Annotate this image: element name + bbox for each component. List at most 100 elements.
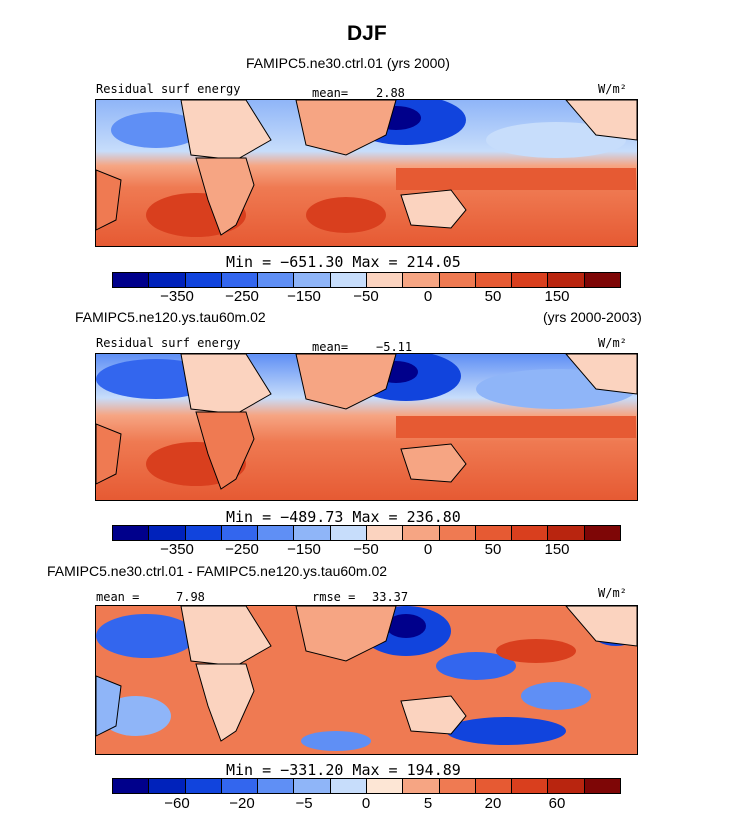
cbar2-swatch: [548, 526, 585, 540]
cbar3-swatch: [185, 779, 222, 793]
panel2-map: [95, 353, 638, 501]
cbar1-swatch: [330, 273, 367, 287]
cbar2-swatch: [221, 526, 259, 540]
panel1-map-field: [96, 100, 637, 246]
cbar3-tick-label: 0: [361, 795, 371, 812]
cbar3-swatch: [366, 779, 404, 793]
cbar3-tick-label: −60: [164, 795, 190, 812]
cbar1-tick-label: −50: [353, 288, 379, 305]
panel1-mean-label: mean=: [312, 86, 349, 100]
cbar1-tick-label: −350: [160, 288, 194, 305]
panel3-mean-label: mean =: [96, 590, 140, 604]
cbar2-swatch: [258, 526, 295, 540]
cbar2-tick-label: 150: [544, 541, 570, 558]
panel2-land-africa-south: [195, 411, 255, 490]
cbar3-swatch: [258, 779, 295, 793]
cbar2-swatch: [149, 526, 186, 540]
cbar1-tick-label: −150: [287, 288, 321, 305]
cbar2-swatch: [403, 526, 440, 540]
cbar2-swatch: [475, 526, 513, 540]
cbar1-swatch: [512, 273, 549, 287]
cbar2-swatch: [185, 526, 222, 540]
panel3-land-africa-north: [180, 606, 272, 667]
panel3-case-title: FAMIPC5.ne30.ctrl.01 - FAMIPC5.ne120.ys.…: [47, 563, 388, 579]
cbar1-swatch: [258, 273, 295, 287]
panel2-mean-label: mean=: [312, 340, 349, 354]
panel1-minmax: Min = −651.30 Max = 214.05: [226, 253, 461, 271]
panel1-mean-value: 2.88: [376, 86, 405, 100]
cbar3-tick-label: 5: [423, 795, 433, 812]
cbar1-tick-label: 50: [484, 288, 502, 305]
page-title: DJF: [347, 22, 387, 45]
cbar1-tick-label: −250: [225, 288, 259, 305]
cbar1-swatch: [294, 273, 331, 287]
cbar2-swatch: [113, 526, 150, 540]
cbar1-tick-label: 150: [544, 288, 570, 305]
panel3-land-asia: [295, 606, 397, 662]
panel3-rmse-value: 33.37: [372, 590, 409, 604]
cbar3-tick-label: 20: [484, 795, 502, 812]
cbar2-tick-label: −50: [353, 541, 379, 558]
cbar3-swatch: [439, 779, 476, 793]
cbar1-swatch: [221, 273, 259, 287]
cbar2-tick-label: 50: [484, 541, 502, 558]
panel3-units: W/m²: [598, 586, 627, 600]
panel2-variable-label: Residual surf energy: [96, 336, 241, 350]
panel3-map-field: [96, 606, 637, 754]
panel2-land-africa-north: [180, 354, 272, 415]
panel1-land-asia: [295, 100, 397, 156]
panel1-land-australia: [400, 189, 467, 229]
panel1-map: [95, 99, 638, 247]
panel3-rmse-label: rmse =: [312, 590, 356, 604]
cbar3-tick-label: −5: [295, 795, 313, 812]
cbar3-swatch: [149, 779, 186, 793]
cbar1-swatch: [403, 273, 440, 287]
panel2-colorbar: [112, 525, 621, 541]
cbar3-swatch: [294, 779, 331, 793]
panel3-map: [95, 605, 638, 755]
cbar2-swatch: [512, 526, 549, 540]
panel2-years: (yrs 2000-2003): [543, 309, 642, 325]
cbar1-tick-label: 0: [423, 288, 433, 305]
panel2-land-asia: [295, 354, 397, 410]
cbar3-swatch: [584, 779, 620, 793]
cbar3-swatch: [548, 779, 585, 793]
cbar1-swatch: [366, 273, 404, 287]
cbar1-swatch: [475, 273, 513, 287]
panel2-mean-value: −5.11: [376, 340, 413, 354]
cbar2-tick-label: −150: [287, 541, 321, 558]
panel1-case-title: FAMIPC5.ne30.ctrl.01 (yrs 2000): [246, 55, 450, 71]
cbar1-swatch: [439, 273, 476, 287]
cbar3-tick-label: −20: [229, 795, 255, 812]
panel3-minmax: Min = −331.20 Max = 194.89: [226, 761, 461, 779]
cbar3-swatch: [475, 779, 513, 793]
cbar2-swatch: [366, 526, 404, 540]
cbar3-swatch: [512, 779, 549, 793]
cbar2-tick-label: −350: [160, 541, 194, 558]
panel2-minmax: Min = −489.73 Max = 236.80: [226, 508, 461, 526]
panel1-land-africa-south: [195, 157, 255, 236]
cbar2-tick-label: 0: [423, 541, 433, 558]
panel1-units: W/m²: [598, 82, 627, 96]
cbar1-swatch: [185, 273, 222, 287]
panel3-colorbar: [112, 778, 621, 794]
panel3-land-australia: [400, 695, 467, 735]
panel2-case-title: FAMIPC5.ne120.ys.tau60m.02: [75, 309, 266, 325]
panel1-land-africa-north: [180, 100, 272, 161]
panel2-units: W/m²: [598, 336, 627, 350]
panel1-colorbar: [112, 272, 621, 288]
cbar3-tick-label: 60: [548, 795, 566, 812]
cbar2-swatch: [294, 526, 331, 540]
cbar1-swatch: [149, 273, 186, 287]
panel2-map-field: [96, 354, 637, 500]
panel2-land-australia: [400, 443, 467, 483]
cbar2-swatch: [330, 526, 367, 540]
cbar1-swatch: [584, 273, 620, 287]
panel3-mean-value: 7.98: [176, 590, 205, 604]
panel3-land-africa-south: [195, 663, 255, 742]
cbar3-swatch: [221, 779, 259, 793]
panel1-variable-label: Residual surf energy: [96, 82, 241, 96]
cbar1-swatch: [548, 273, 585, 287]
cbar2-swatch: [439, 526, 476, 540]
cbar1-swatch: [113, 273, 150, 287]
